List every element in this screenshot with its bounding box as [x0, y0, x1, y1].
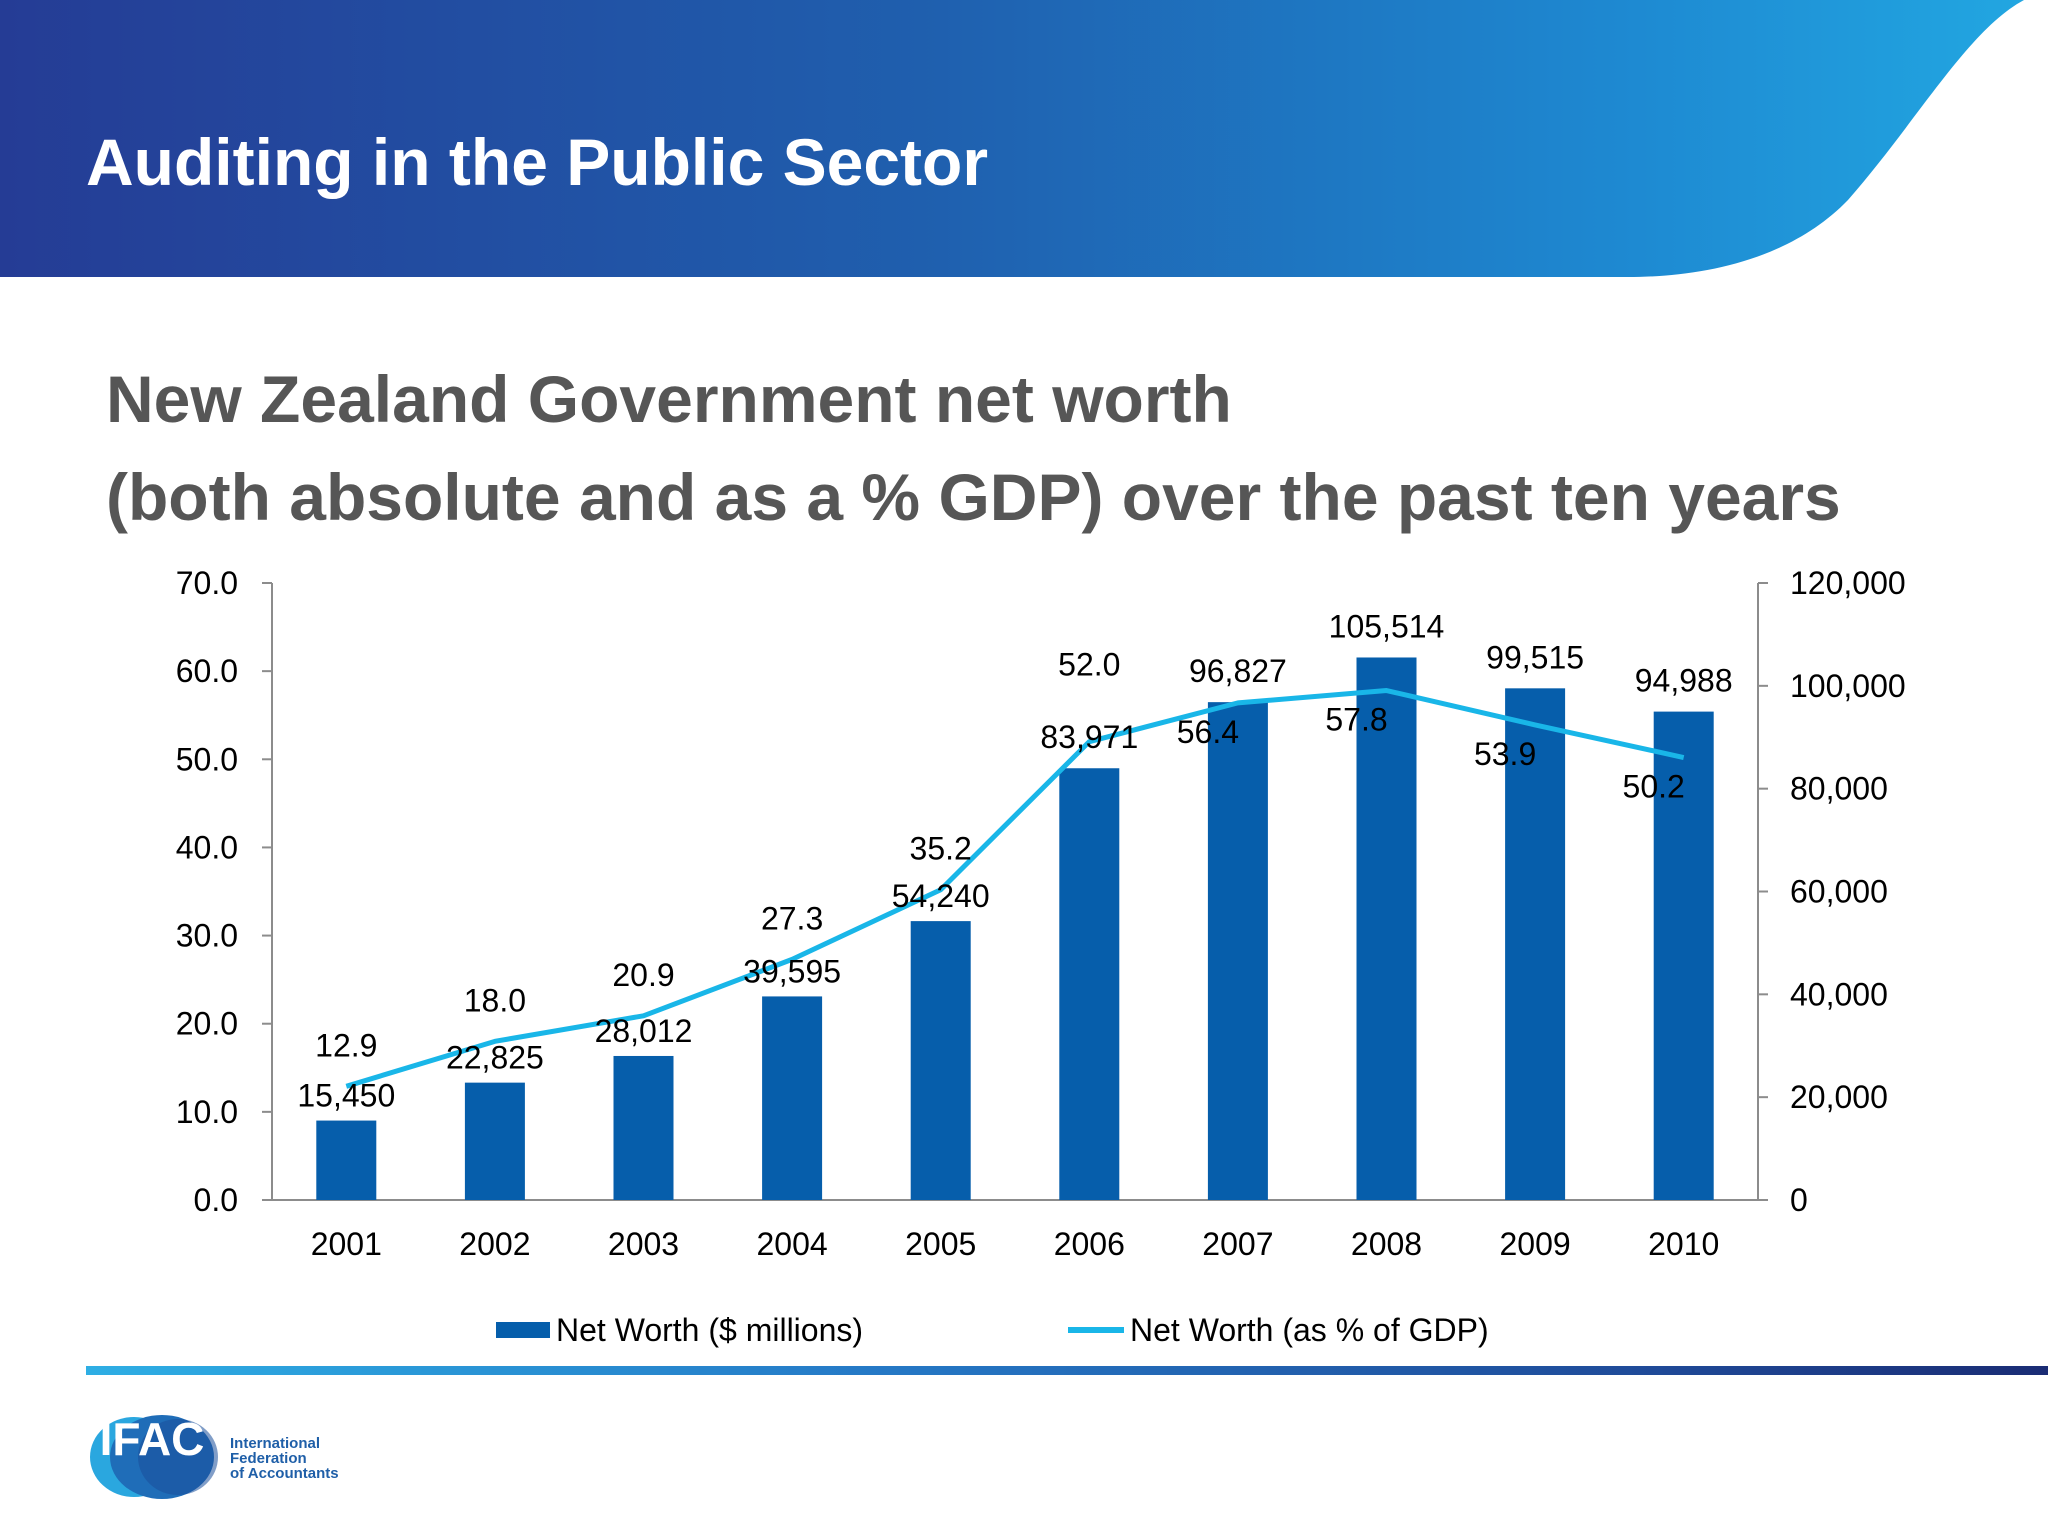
line-data-label: 27.3: [761, 900, 823, 936]
logo-text-line-1: International: [230, 1435, 321, 1452]
bar-net-worth-millions: [1059, 768, 1120, 1200]
x-axis-tick-label: 2001: [311, 1226, 382, 1262]
bar-data-label: 94,988: [1635, 663, 1733, 699]
x-axis-tick-label: 2009: [1500, 1226, 1571, 1262]
legend-bar-label: Net Worth ($ millions): [556, 1312, 863, 1348]
bar-data-label: 54,240: [892, 878, 990, 914]
bar-net-worth-millions: [1653, 711, 1714, 1200]
line-net-worth-gdp: [345, 688, 1685, 1089]
ifac-logo: IFAC: [82, 1412, 227, 1507]
left-axis-tick-label: 50.0: [176, 741, 238, 777]
line-data-label: 57.8: [1325, 702, 1387, 738]
ifac-logo-shape: [90, 1415, 218, 1499]
right-axis-tick-label: 60,000: [1790, 874, 1888, 910]
logo-text-line-2: Federation: [230, 1450, 307, 1467]
right-axis-tick-label: 20,000: [1790, 1079, 1888, 1115]
chart-heading: New Zealand Government net worth (both a…: [106, 350, 1841, 546]
bar-net-worth-millions: [613, 1055, 674, 1200]
x-axis-tick-label: 2010: [1648, 1226, 1719, 1262]
x-axis-tick-label: 2008: [1351, 1226, 1422, 1262]
bar-net-worth-millions: [1356, 657, 1417, 1200]
x-axis-tick-label: 2006: [1054, 1226, 1125, 1262]
legend-bar-swatch: [496, 1322, 550, 1338]
footer-divider: [86, 1366, 2048, 1375]
legend-line-label: Net Worth (as % of GDP): [1130, 1312, 1489, 1348]
bar-data-label: 22,825: [446, 1040, 544, 1076]
right-axis-tick-label: 80,000: [1790, 771, 1888, 807]
chart-heading-line-1: New Zealand Government net worth: [106, 362, 1232, 436]
right-axis-tick-label: 0: [1790, 1182, 1808, 1218]
logo-text-line-3: of Accountants: [230, 1465, 339, 1482]
line-data-label: 52.0: [1058, 647, 1120, 683]
left-axis-tick-label: 30.0: [176, 918, 238, 954]
slide-title: Auditing in the Public Sector: [86, 125, 989, 199]
line-data-label: 35.2: [910, 831, 972, 867]
left-axis-tick-label: 0.0: [194, 1182, 238, 1218]
bar-net-worth-millions: [910, 921, 971, 1200]
slide-header: Auditing in the Public Sector: [0, 0, 2048, 277]
line-data-label: 20.9: [612, 957, 674, 993]
left-axis-tick-label: 20.0: [176, 1006, 238, 1042]
chart-axes: 0.0 10.0 20.0 30.0 40.0 50.0 60.0 70.0 0 20,000 40…: [176, 565, 1906, 1262]
line-data-label: 56.4: [1177, 714, 1239, 750]
right-axis-tick-label: 100,000: [1790, 668, 1906, 704]
bar-net-worth-millions: [762, 996, 823, 1200]
line-data-label: 53.9: [1474, 736, 1536, 772]
line-data-label: 50.2: [1623, 769, 1685, 805]
bar-data-label: 105,514: [1329, 608, 1445, 644]
x-axis-tick-label: 2005: [905, 1226, 976, 1262]
bar-data-label: 83,971: [1040, 719, 1138, 755]
chart-legend: Net Worth ($ millions) Net Worth (as % of…: [496, 1312, 1489, 1348]
bar-data-label: 28,012: [595, 1013, 693, 1049]
bar-net-worth-millions: [464, 1082, 525, 1200]
left-axis-tick-label: 10.0: [176, 1094, 238, 1130]
bar-data-label: 96,827: [1189, 653, 1287, 689]
left-axis-tick-label: 60.0: [176, 653, 238, 689]
right-axis-tick-label: 120,000: [1790, 565, 1906, 601]
logo-text: International Federation of Accountants: [230, 1436, 339, 1481]
net-worth-chart: 0.0 10.0 20.0 30.0 40.0 50.0 60.0 70.0 0 20,000 40…: [176, 565, 1906, 1348]
x-axis-tick-label: 2002: [459, 1226, 530, 1262]
x-axis-tick-label: 2007: [1202, 1226, 1273, 1262]
bar-data-label: 99,515: [1486, 639, 1584, 675]
data-labels: 15,450 22,825 28,012 39,595 54,240 83,971 96,8…: [297, 608, 1732, 1113]
left-axis-tick-label: 70.0: [176, 565, 238, 601]
bar-data-label: 39,595: [743, 953, 841, 989]
bar-net-worth-millions: [1207, 702, 1268, 1200]
chart-heading-line-2: (both absolute and as a % GDP) over the …: [106, 460, 1841, 534]
line-series: [345, 688, 1685, 1089]
bar-net-worth-millions: [1505, 688, 1566, 1200]
x-axis-tick-label: 2003: [608, 1226, 679, 1262]
line-data-label: 12.9: [315, 1027, 377, 1063]
left-axis-tick-label: 40.0: [176, 829, 238, 865]
logo-abbreviation: IFAC: [99, 1413, 205, 1465]
x-axis-tick-label: 2004: [757, 1226, 828, 1262]
bar-data-label: 15,450: [297, 1078, 395, 1114]
line-data-label: 18.0: [464, 982, 526, 1018]
right-axis-tick-label: 40,000: [1790, 976, 1888, 1012]
header-wave-decoration: [1628, 0, 2048, 277]
bar-net-worth-millions: [316, 1120, 377, 1200]
bar-series: [316, 657, 1714, 1200]
